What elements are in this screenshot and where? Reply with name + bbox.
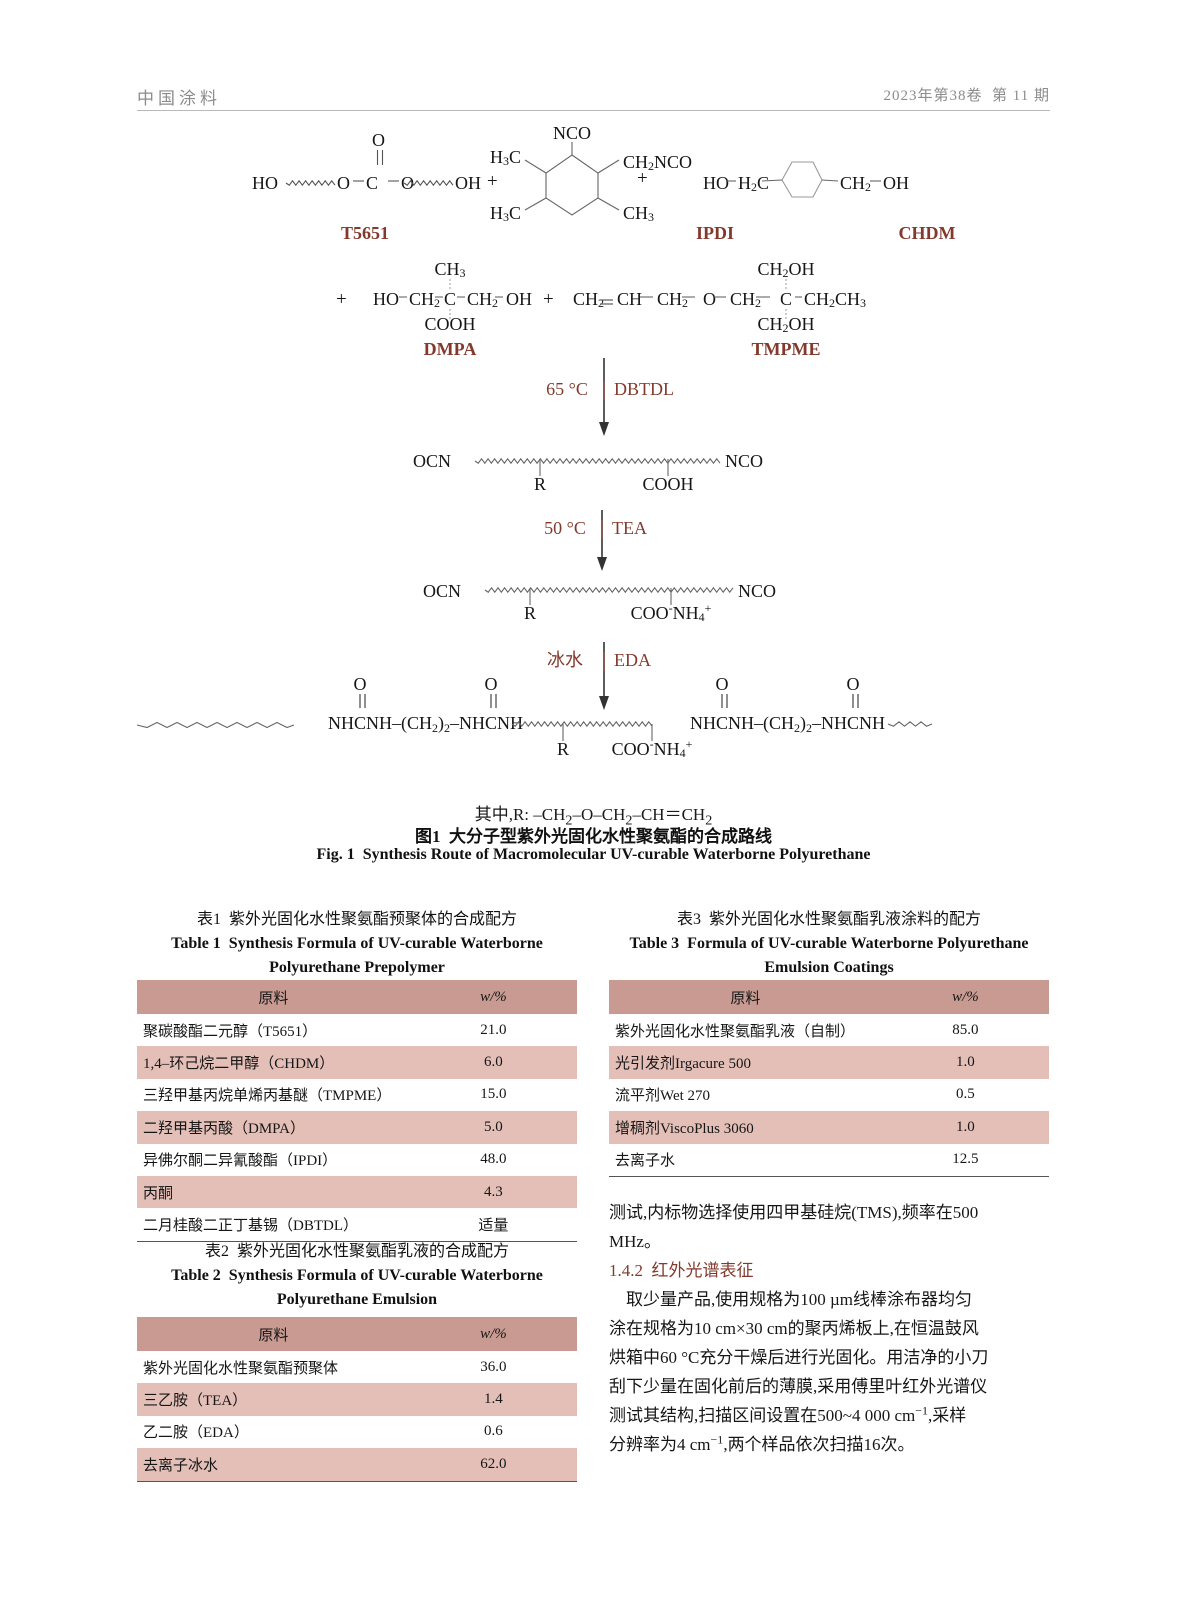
svg-text:COOH: COOH <box>642 474 693 494</box>
svg-text:H3C: H3C <box>490 147 521 168</box>
svg-text:CH2: CH2 <box>467 289 498 310</box>
svg-text:CH2: CH2 <box>657 289 688 310</box>
svg-text:R: R <box>557 739 569 759</box>
svg-text:NCO: NCO <box>725 451 763 471</box>
svg-text:R: R <box>524 603 536 623</box>
svg-text:IPDI: IPDI <box>696 223 734 243</box>
svg-text:NCO: NCO <box>553 123 591 143</box>
svg-text:CH2: CH2 <box>409 289 440 310</box>
svg-text:50 °C: 50 °C <box>544 518 586 538</box>
svg-text:冰水: 冰水 <box>547 650 583 670</box>
svg-text:CH2NCO: CH2NCO <box>623 152 692 173</box>
svg-text:O: O <box>354 674 367 694</box>
svg-text:CH: CH <box>617 289 642 309</box>
svg-text:O: O <box>716 674 729 694</box>
svg-text:CH2: CH2 <box>840 173 871 194</box>
svg-text:O: O <box>372 130 385 150</box>
svg-text:O: O <box>337 173 350 193</box>
svg-text:O: O <box>485 674 498 694</box>
svg-text:O: O <box>847 674 860 694</box>
svg-text:CH2: CH2 <box>573 289 604 310</box>
svg-text:C: C <box>444 289 456 309</box>
svg-text:+: + <box>487 171 498 192</box>
svg-text:+: + <box>336 289 347 310</box>
svg-text:DBTDL: DBTDL <box>614 379 674 399</box>
svg-text:C: C <box>366 173 378 193</box>
svg-text:OH: OH <box>455 173 481 193</box>
svg-text:NHCNH–(CH2)2–NHCNH: NHCNH–(CH2)2–NHCNH <box>690 713 885 735</box>
svg-text:COO-NH4+: COO-NH4+ <box>612 737 693 760</box>
svg-text:CH3: CH3 <box>623 203 654 224</box>
svg-text:+: + <box>637 168 648 189</box>
svg-text:EDA: EDA <box>614 650 651 670</box>
svg-text:COO-NH4+: COO-NH4+ <box>631 601 712 624</box>
svg-text:T5651: T5651 <box>341 223 389 243</box>
svg-text:TMPME: TMPME <box>752 339 821 359</box>
svg-text:NCO: NCO <box>738 581 776 601</box>
svg-text:TEA: TEA <box>612 518 647 538</box>
svg-text:CH2: CH2 <box>730 289 761 310</box>
svg-text:CH2CH3: CH2CH3 <box>804 289 866 310</box>
svg-text:H2C: H2C <box>738 173 769 194</box>
svg-text:HO: HO <box>703 173 729 193</box>
svg-text:65 °C: 65 °C <box>546 379 588 399</box>
svg-text:OCN: OCN <box>423 581 461 601</box>
svg-text:CHDM: CHDM <box>899 223 956 243</box>
svg-text:CH2OH: CH2OH <box>757 259 814 280</box>
svg-text:OCN: OCN <box>413 451 451 471</box>
svg-text:C: C <box>780 289 792 309</box>
svg-text:R: R <box>534 474 546 494</box>
svg-text:OH: OH <box>506 289 532 309</box>
svg-text:NHCNH–(CH2)2–NHCNH: NHCNH–(CH2)2–NHCNH <box>328 713 523 735</box>
svg-text:CH3: CH3 <box>434 259 465 280</box>
svg-text:HO: HO <box>373 289 399 309</box>
svg-text:HO: HO <box>252 173 278 193</box>
svg-text:DMPA: DMPA <box>424 339 477 359</box>
svg-text:O: O <box>703 289 716 309</box>
svg-text:+: + <box>543 289 554 310</box>
svg-text:COOH: COOH <box>424 314 475 334</box>
svg-text:H3C: H3C <box>490 203 521 224</box>
svg-text:OH: OH <box>883 173 909 193</box>
